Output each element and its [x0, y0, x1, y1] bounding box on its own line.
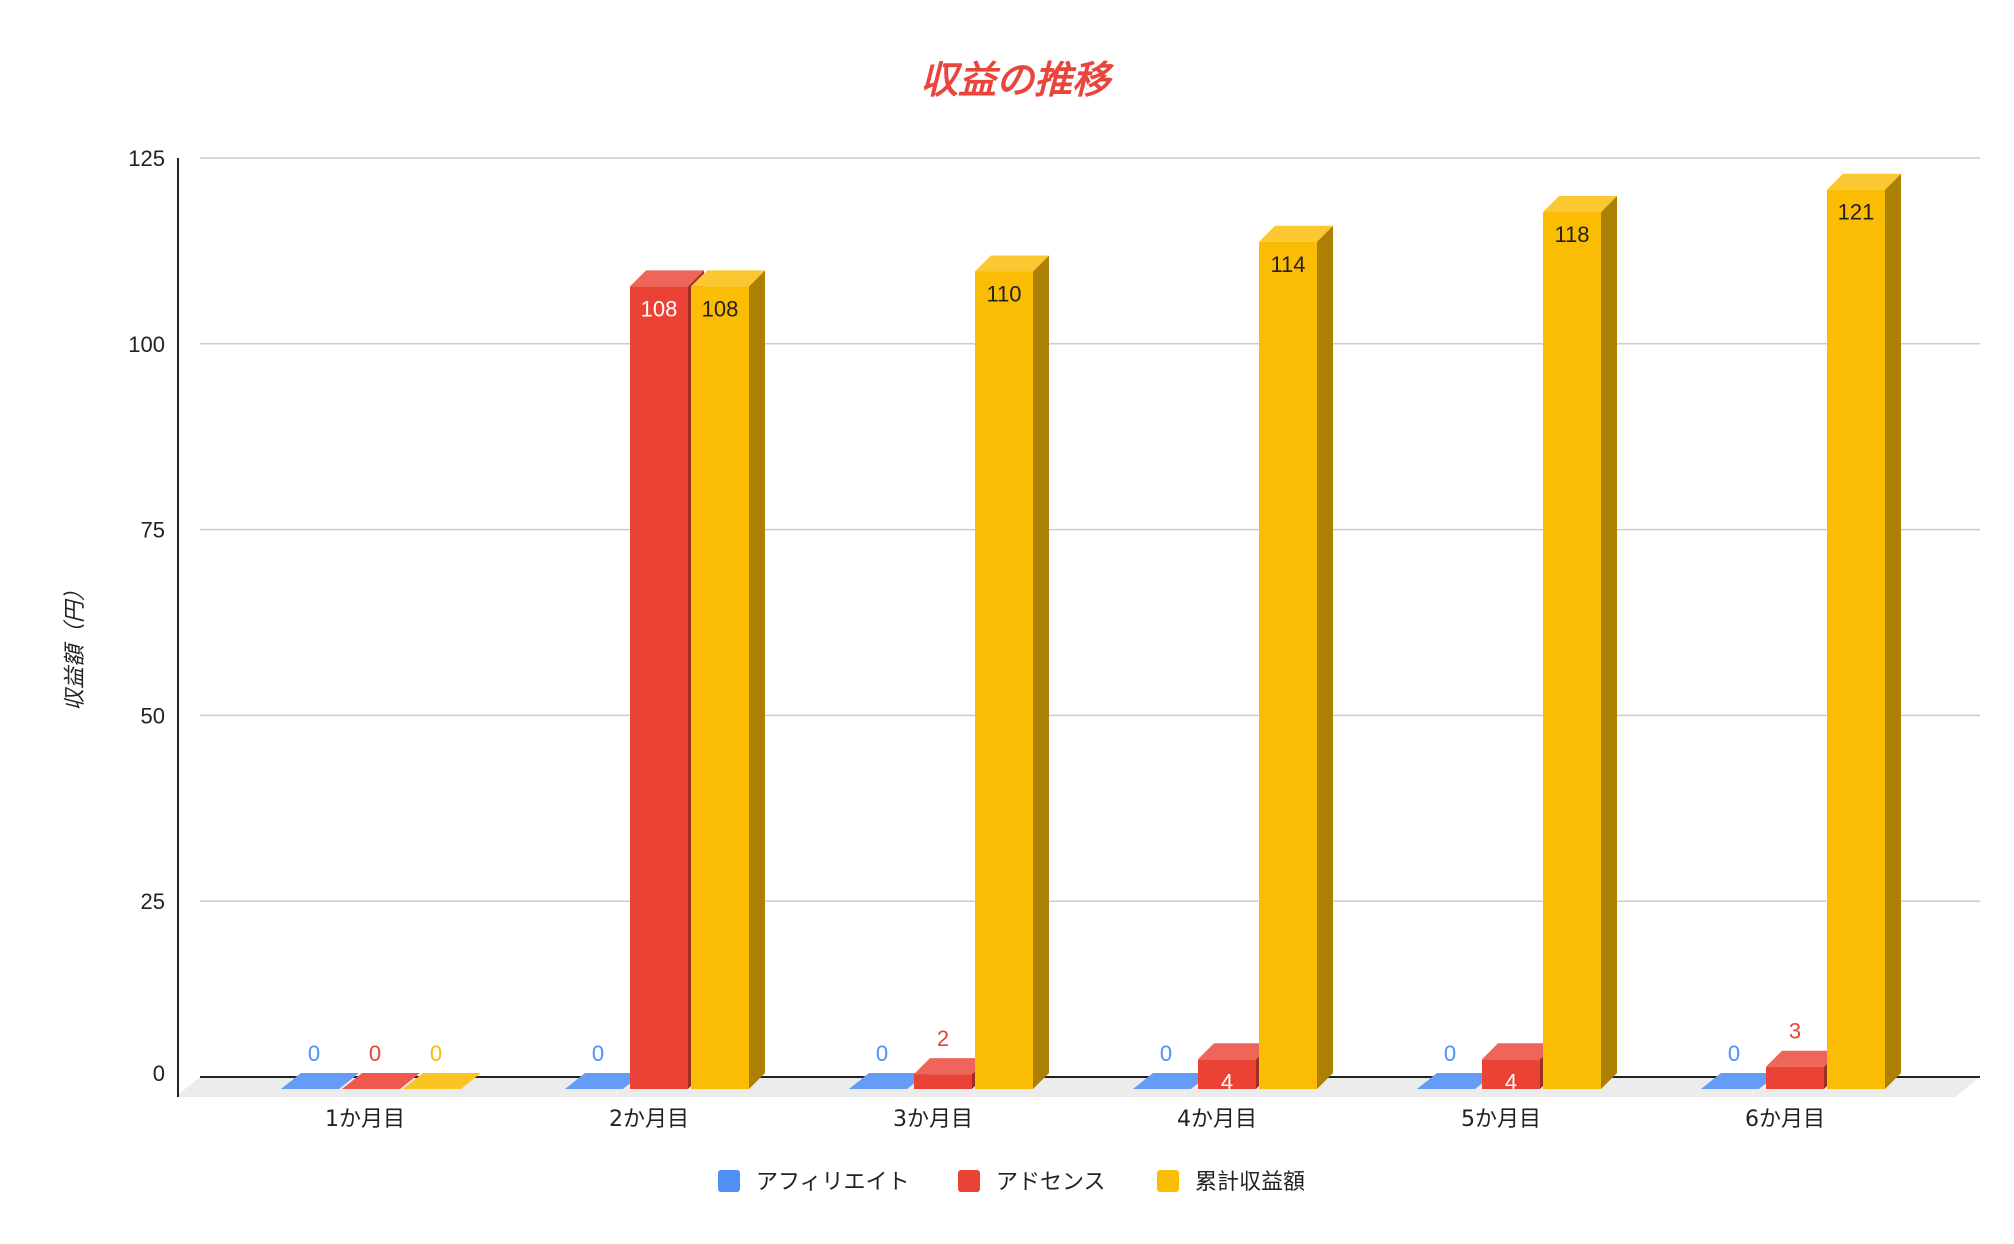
bar-front	[1543, 212, 1601, 1090]
bar-top	[630, 270, 704, 287]
data-label: 118	[1554, 222, 1589, 247]
data-label: 3	[1789, 1019, 1801, 1044]
bar-zero	[1701, 1073, 1779, 1089]
y-tick-label: 25	[141, 889, 165, 914]
bar-front	[975, 271, 1033, 1090]
bar	[691, 270, 765, 1089]
data-label: 0	[592, 1041, 604, 1066]
bar-front	[1259, 241, 1317, 1089]
bar-zero	[565, 1073, 643, 1089]
legend-label: 累計収益額	[1195, 1170, 1305, 1195]
bar-side	[1885, 173, 1901, 1089]
bars	[281, 173, 1901, 1090]
data-label: 108	[641, 296, 678, 321]
bar-front	[914, 1074, 972, 1089]
bar	[1133, 1073, 1211, 1089]
data-label: 0	[1728, 1041, 1740, 1066]
legend-item: アドセンス	[958, 1170, 1106, 1195]
bar-zero	[849, 1073, 927, 1089]
y-tick-label: 75	[141, 518, 165, 543]
bar-zero	[403, 1073, 481, 1089]
bar-front	[630, 286, 688, 1089]
bar-side	[1601, 196, 1617, 1090]
bar-zero	[1417, 1073, 1495, 1089]
gridlines	[200, 157, 1980, 902]
data-label: 108	[702, 296, 739, 321]
y-tick-label: 100	[128, 332, 165, 357]
bar	[342, 1073, 420, 1089]
y-axis-ticks: 0 25 50 75 100 125	[128, 146, 165, 1086]
bar-side	[1317, 225, 1333, 1089]
bar-top	[1766, 1050, 1840, 1067]
data-label: 0	[369, 1041, 381, 1066]
x-category-label: 1か月目	[325, 1107, 405, 1132]
data-label: 114	[1270, 252, 1305, 277]
bar-front	[1827, 189, 1885, 1089]
y-tick-label: 50	[141, 703, 165, 728]
bar-front	[1482, 1059, 1540, 1089]
data-label: 4	[1505, 1069, 1517, 1094]
bar-side	[1033, 255, 1049, 1090]
legend-swatch	[958, 1170, 980, 1192]
bar	[403, 1073, 481, 1089]
bar-zero	[281, 1073, 359, 1089]
legend-item: 累計収益額	[1157, 1170, 1305, 1195]
data-label: 0	[308, 1041, 320, 1066]
legend-swatch	[718, 1170, 740, 1192]
data-label: 0	[1444, 1041, 1456, 1066]
x-category-label: 4か月目	[1177, 1107, 1257, 1132]
y-tick-label: 0	[153, 1061, 165, 1086]
y-axis-label: 収益額（円）	[63, 579, 88, 711]
bar-front	[1766, 1066, 1824, 1089]
legend-label: アフィリエイト	[756, 1170, 910, 1195]
legend-swatch	[1157, 1170, 1179, 1192]
bar	[1417, 1073, 1495, 1089]
bar-side	[749, 270, 765, 1089]
bar-front	[1198, 1059, 1256, 1089]
x-category-label: 5か月目	[1461, 1107, 1541, 1132]
x-axis-categories: 1か月目 2か月目 3か月目 4か月目 5か月目 6か月目	[325, 1107, 1825, 1132]
bar	[1701, 1073, 1779, 1089]
bar-front	[691, 286, 749, 1089]
legend-label: アドセンス	[996, 1170, 1106, 1195]
chart-floor	[175, 158, 1980, 1097]
bar-top	[914, 1058, 988, 1075]
bar-top	[975, 255, 1049, 272]
bar	[1259, 225, 1333, 1089]
bar-top	[691, 270, 765, 287]
data-label: 2	[937, 1026, 949, 1051]
bar	[1766, 1050, 1840, 1089]
bar-zero	[342, 1073, 420, 1089]
x-category-label: 2か月目	[609, 1107, 689, 1132]
legend-item: アフィリエイト	[718, 1170, 910, 1195]
bar	[1543, 196, 1617, 1090]
x-category-label: 6か月目	[1745, 1107, 1825, 1132]
legend: アフィリエイト アドセンス 累計収益額	[718, 1170, 1305, 1195]
bar	[1827, 173, 1901, 1089]
data-label: 0	[1160, 1041, 1172, 1066]
data-label: 4	[1221, 1069, 1233, 1094]
bar	[849, 1073, 927, 1089]
data-labels: 0 0 0 0 108 108 0 2 110 0 4 114 0 4 118 0 3 121	[308, 200, 1874, 1095]
bar-top	[1259, 225, 1333, 242]
bar-top	[1482, 1043, 1556, 1060]
bar	[281, 1073, 359, 1089]
x-category-label: 3か月目	[893, 1107, 973, 1132]
bar-top	[1198, 1043, 1272, 1060]
bar-top	[1827, 173, 1901, 190]
data-label: 121	[1838, 200, 1875, 225]
data-label: 110	[986, 281, 1021, 306]
bar	[565, 1073, 643, 1089]
bar-top	[1543, 196, 1617, 213]
bar	[975, 255, 1049, 1090]
chart-title: 収益の推移	[920, 58, 1115, 102]
data-label: 0	[876, 1041, 888, 1066]
bar-zero	[1133, 1073, 1211, 1089]
data-label: 0	[430, 1041, 442, 1066]
y-tick-label: 125	[128, 146, 165, 171]
